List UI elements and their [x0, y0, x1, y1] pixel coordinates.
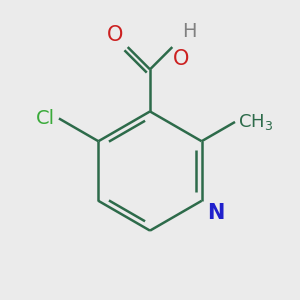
Text: H: H: [182, 22, 196, 41]
Text: Cl: Cl: [36, 109, 56, 128]
Text: O: O: [173, 49, 190, 69]
Text: CH$_3$: CH$_3$: [238, 112, 273, 132]
Text: O: O: [107, 25, 124, 45]
Text: N: N: [207, 202, 224, 223]
